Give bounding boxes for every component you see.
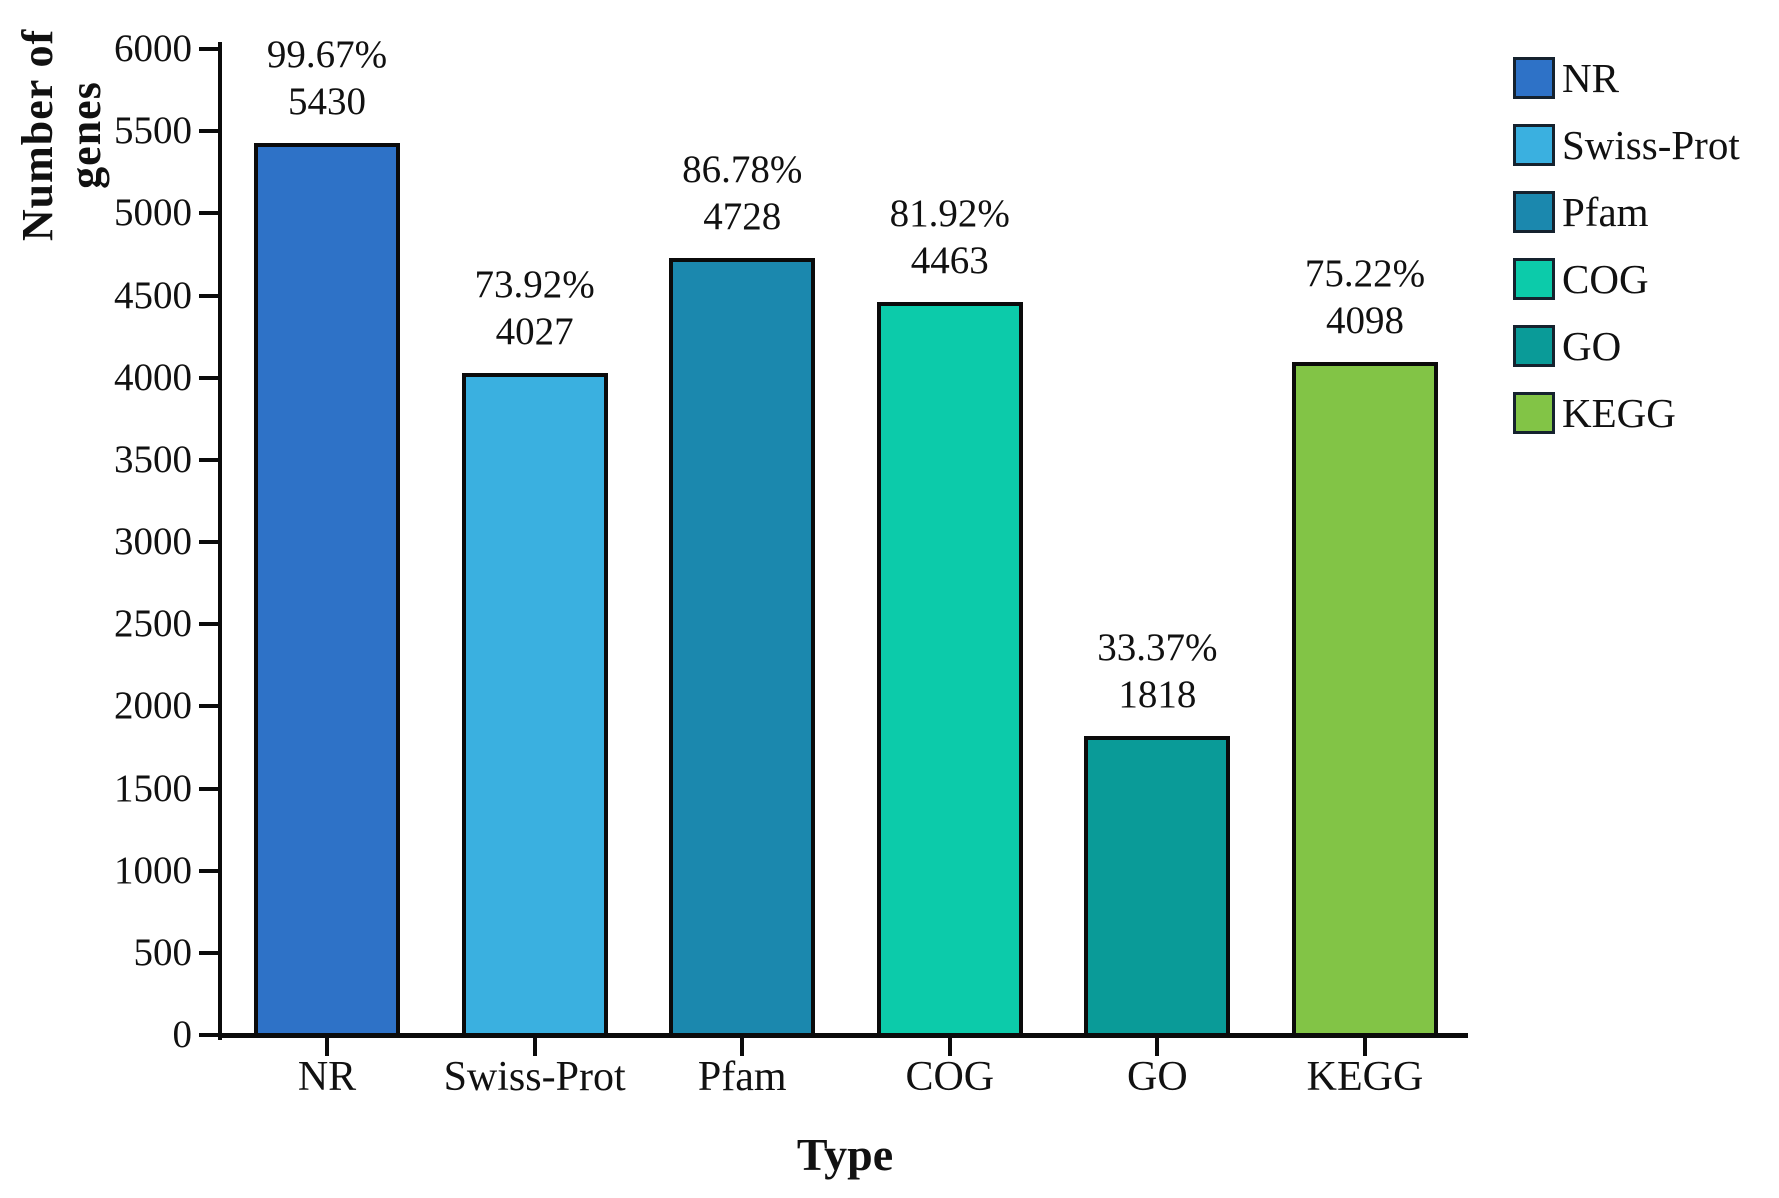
y-tick: [199, 540, 218, 544]
y-tick-label: 4000: [114, 355, 192, 399]
x-tick-label: Pfam: [697, 1054, 787, 1100]
x-tick-label: Swiss-Prot: [443, 1054, 626, 1100]
y-axis-line: [218, 42, 222, 1040]
bar-percent-text: 81.92%: [889, 191, 1010, 235]
bar-COG: [876, 301, 1023, 1037]
legend-item: GO: [1513, 325, 1740, 367]
y-tick: [199, 47, 218, 51]
y-tick: [199, 786, 218, 791]
bar-Pfam: [669, 258, 816, 1037]
y-tick: [199, 950, 218, 955]
x-tick: [1155, 1038, 1160, 1056]
y-tick: [199, 622, 218, 627]
bar-percent-text: 86.78%: [682, 148, 803, 192]
bar-count-text: 5430: [288, 79, 366, 123]
legend-label: Swiss-Prot: [1562, 122, 1740, 168]
y-tick-label: 6000: [114, 27, 192, 70]
bar-percent-text: 73.92%: [474, 263, 595, 307]
bar-NR: [254, 142, 400, 1037]
x-tick: [325, 1038, 329, 1056]
x-tick: [947, 1038, 952, 1056]
bar-value-label: 81.92% 4463: [770, 190, 1130, 284]
x-tick: [1363, 1038, 1367, 1056]
y-tick-label: 2000: [114, 684, 192, 728]
bar-count-text: 4027: [495, 310, 574, 354]
legend-swatch: [1513, 124, 1555, 166]
y-tick: [199, 211, 218, 216]
bar-count-text: 4463: [910, 238, 989, 282]
x-tick-label: KEGG: [1306, 1054, 1424, 1100]
bar-value-label: 86.78% 4728: [562, 146, 922, 240]
x-axis-line: [218, 1033, 1468, 1038]
bar-percent-text: 99.67%: [266, 32, 388, 76]
y-tick: [199, 1033, 218, 1037]
bar-KEGG: [1292, 361, 1438, 1037]
y-tick-label: 1500: [114, 766, 192, 810]
y-tick: [199, 375, 218, 380]
legend-swatch: [1513, 325, 1555, 367]
legend-item: Pfam: [1513, 191, 1740, 233]
bar-value-label: 99.67% 5430: [147, 31, 507, 125]
legend-item: Swiss-Prot: [1513, 124, 1740, 166]
legend-item: NR: [1513, 57, 1740, 99]
bar-count-text: 1818: [1118, 673, 1197, 717]
legend-swatch: [1513, 57, 1555, 99]
legend-label: NR: [1562, 55, 1619, 101]
bar-count-text: 4098: [1326, 298, 1404, 342]
y-tick: [199, 293, 218, 298]
x-tick-label: COG: [905, 1054, 995, 1100]
y-tick: [199, 868, 218, 873]
x-tick-label: GO: [1127, 1054, 1188, 1100]
bar-value-label: 33.37% 1818: [977, 624, 1337, 718]
y-tick: [199, 129, 218, 134]
bar-Swiss-Prot: [461, 373, 608, 1037]
legend-item: KEGG: [1513, 392, 1740, 434]
legend-swatch: [1513, 392, 1555, 434]
legend-swatch: [1513, 191, 1555, 233]
bar-value-label: 73.92% 4027: [355, 261, 715, 355]
x-tick: [740, 1038, 745, 1056]
legend-label: KEGG: [1562, 390, 1676, 436]
y-tick-label: 5000: [114, 191, 192, 235]
legend-item: COG: [1513, 258, 1740, 300]
x-axis-title: Type: [796, 1129, 894, 1180]
y-tick-label: 4500: [114, 273, 192, 317]
legend-label: Pfam: [1562, 189, 1649, 235]
y-tick-label: 5500: [114, 109, 192, 153]
bar-value-label: 75.22% 4098: [1185, 250, 1545, 344]
y-tick: [199, 457, 218, 462]
x-tick-label: NR: [297, 1054, 357, 1100]
bar-count-text: 4728: [703, 195, 782, 239]
y-tick-label: 0: [172, 1013, 193, 1056]
bar-percent-text: 33.37%: [1097, 626, 1218, 670]
legend-swatch: [1513, 258, 1555, 300]
legend-label: GO: [1562, 323, 1622, 369]
y-tick-label: 3500: [114, 437, 192, 481]
y-tick-label: 1000: [114, 848, 192, 892]
y-tick-label: 2500: [114, 602, 192, 646]
bar-percent-text: 75.22%: [1304, 251, 1426, 295]
x-tick: [532, 1038, 537, 1056]
legend-label: COG: [1562, 256, 1649, 302]
legend: NR Swiss-Prot Pfam COG GO KEGG: [1513, 57, 1740, 459]
y-tick-label: 500: [133, 930, 193, 974]
bar-GO: [1084, 736, 1231, 1037]
y-tick-label: 3000: [114, 520, 192, 563]
y-tick: [199, 704, 218, 709]
